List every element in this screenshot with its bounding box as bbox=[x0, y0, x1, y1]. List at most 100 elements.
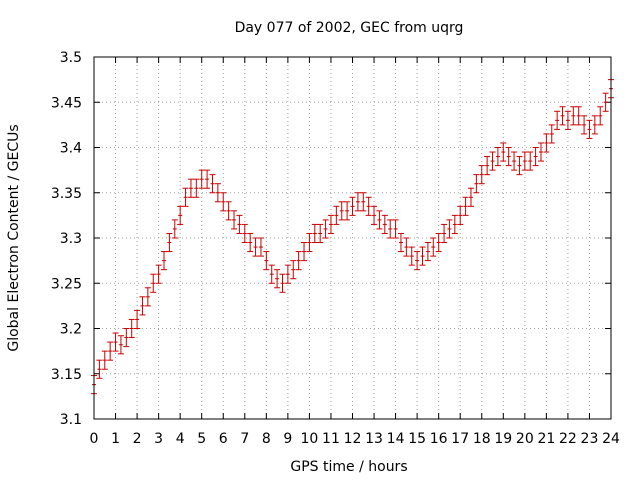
data-point bbox=[338, 201, 345, 221]
x-tick-label: 9 bbox=[283, 431, 292, 447]
y-tick-label: 3.25 bbox=[51, 276, 82, 292]
x-tick-label: 3 bbox=[154, 431, 163, 447]
data-point bbox=[387, 219, 394, 239]
y-tick-label: 3.3 bbox=[60, 231, 82, 247]
data-point bbox=[317, 223, 324, 244]
data-point bbox=[333, 205, 340, 225]
data-point bbox=[187, 178, 194, 198]
data-point bbox=[354, 192, 361, 212]
data-point bbox=[419, 246, 426, 266]
data-point bbox=[107, 341, 114, 361]
data-point bbox=[441, 223, 448, 244]
x-tick-label: 24 bbox=[602, 431, 620, 447]
data-point bbox=[597, 106, 604, 126]
data-point bbox=[559, 106, 566, 126]
x-tick-label: 18 bbox=[473, 431, 491, 447]
data-point bbox=[414, 251, 421, 271]
data-point bbox=[182, 187, 189, 207]
x-tick-label: 17 bbox=[451, 431, 469, 447]
x-tick-label: 6 bbox=[219, 431, 228, 447]
data-point bbox=[327, 214, 334, 234]
data-point bbox=[494, 147, 501, 167]
data-point bbox=[311, 223, 318, 244]
x-tick-label: 15 bbox=[408, 431, 426, 447]
y-tick-label: 3.35 bbox=[51, 186, 82, 202]
data-point bbox=[521, 151, 528, 171]
data-point bbox=[101, 350, 108, 370]
data-point bbox=[392, 219, 399, 239]
data-point bbox=[252, 237, 259, 257]
x-tick-label: 22 bbox=[559, 431, 577, 447]
data-point bbox=[301, 242, 308, 262]
data-point bbox=[171, 219, 178, 239]
data-point bbox=[284, 264, 291, 284]
data-point bbox=[537, 142, 544, 162]
data-point bbox=[241, 223, 248, 244]
data-point bbox=[322, 219, 329, 239]
x-tick-label: 4 bbox=[176, 431, 185, 447]
data-point bbox=[193, 178, 200, 198]
data-point bbox=[451, 214, 458, 234]
data-point bbox=[424, 242, 431, 262]
y-tick-label: 3.1 bbox=[60, 412, 82, 428]
x-tick-label: 13 bbox=[365, 431, 383, 447]
data-point bbox=[236, 214, 243, 234]
y-tick-label: 3.2 bbox=[60, 322, 82, 338]
data-point bbox=[220, 192, 227, 212]
data-point bbox=[527, 151, 534, 171]
x-tick-label: 8 bbox=[262, 431, 271, 447]
data-point bbox=[505, 147, 512, 167]
x-tick-labels: 0 1 2 3 4 5 6 7 8 9 10 11 12 13 14 15 16 17 18 19 20 21 22 23 24 bbox=[90, 431, 620, 447]
data-point bbox=[484, 156, 491, 176]
data-point bbox=[360, 192, 367, 212]
data-point bbox=[198, 169, 205, 189]
data-point bbox=[263, 251, 270, 271]
y-tick-label: 3.4 bbox=[60, 141, 82, 157]
data-point bbox=[295, 251, 302, 271]
data-point bbox=[543, 133, 550, 153]
data-point bbox=[376, 210, 383, 230]
data-point bbox=[473, 174, 480, 194]
data-point bbox=[457, 205, 464, 225]
data-point bbox=[257, 237, 264, 257]
data-point bbox=[554, 110, 561, 130]
x-tick-label: 0 bbox=[90, 431, 99, 447]
data-point bbox=[344, 201, 351, 221]
data-point bbox=[139, 296, 146, 316]
x-tick-label: 12 bbox=[344, 431, 362, 447]
data-point bbox=[500, 142, 507, 162]
y-tick-label: 3.5 bbox=[60, 50, 82, 66]
data-point bbox=[112, 332, 119, 352]
data-point bbox=[134, 309, 141, 329]
y-axis-label: Global Electron Content / GECUs bbox=[6, 124, 22, 351]
data-point bbox=[435, 232, 442, 253]
data-point bbox=[123, 328, 130, 348]
data-point bbox=[570, 106, 577, 126]
data-point bbox=[430, 237, 437, 257]
data-point bbox=[155, 264, 162, 284]
y-tick-labels: 3.1 3.15 3.2 3.25 3.3 3.35 3.4 3.45 3.5 bbox=[51, 50, 82, 428]
data-point bbox=[408, 246, 415, 266]
data-point bbox=[279, 273, 286, 293]
data-points bbox=[91, 79, 614, 395]
y-tick-label: 3.45 bbox=[51, 95, 82, 111]
x-tick-label: 16 bbox=[430, 431, 448, 447]
x-axis-label: GPS time / hours bbox=[290, 459, 407, 475]
data-point bbox=[306, 232, 313, 253]
data-point bbox=[128, 318, 135, 339]
grid-lines bbox=[94, 57, 611, 419]
x-tick-label: 19 bbox=[494, 431, 512, 447]
data-point bbox=[247, 232, 254, 253]
x-tick-label: 20 bbox=[516, 431, 534, 447]
data-point bbox=[150, 273, 157, 293]
data-point bbox=[166, 232, 173, 253]
plot-frame bbox=[93, 56, 612, 420]
data-point bbox=[575, 106, 582, 126]
x-tick-label: 5 bbox=[197, 431, 206, 447]
chart-title: Day 077 of 2002, GEC from uqrg bbox=[235, 20, 464, 36]
data-point bbox=[225, 201, 232, 221]
data-point bbox=[581, 115, 588, 135]
data-point bbox=[446, 219, 453, 239]
x-tick-label: 21 bbox=[537, 431, 555, 447]
